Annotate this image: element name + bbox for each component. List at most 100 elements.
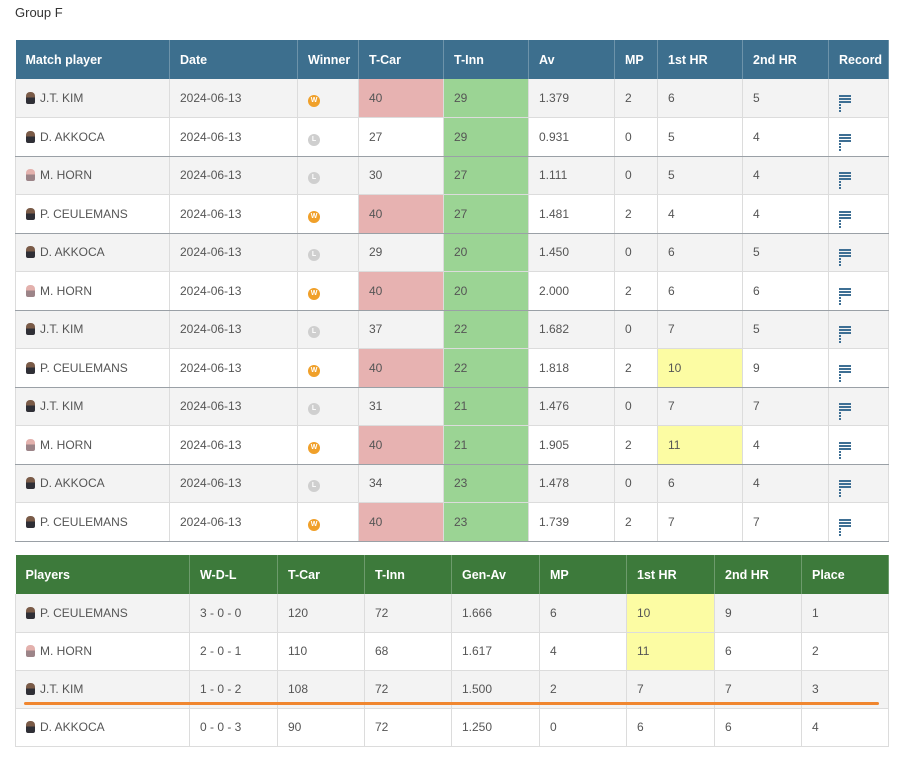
date-cell: 2024-06-13 [169, 425, 298, 465]
player-cell: J.T. KIM [15, 670, 190, 709]
player-name[interactable]: M. HORN [40, 168, 92, 183]
first-hr-cell: 7 [657, 502, 743, 542]
date-cell: 2024-06-13 [169, 348, 298, 388]
player-name[interactable]: J.T. KIM [40, 682, 84, 696]
first-hr-cell: 6 [657, 79, 743, 118]
second-hr-cell: 6 [714, 632, 802, 671]
first-hr-cell: 11 [657, 425, 743, 465]
winner-cell: W [297, 271, 359, 311]
t-car-cell: 120 [277, 594, 365, 633]
wdl-cell: 2 - 0 - 1 [189, 632, 278, 671]
t-inn-cell: 68 [364, 632, 452, 671]
player-cell: P. CEULEMANS [15, 194, 170, 234]
player-name[interactable]: D. AKKOCA [40, 129, 105, 144]
match-row: M. HORN 2024-06-13 L 30 27 1.111 0 5 4 [15, 156, 889, 195]
player-name[interactable]: M. HORN [40, 283, 92, 298]
t-car-cell: 29 [358, 233, 444, 272]
standings-row: P. CEULEMANS 3 - 0 - 0 120 72 1.666 6 10 9 1 [15, 594, 889, 633]
record-cell [828, 348, 889, 388]
average-cell: 1.111 [528, 156, 615, 195]
player-name[interactable]: P. CEULEMANS [40, 514, 128, 529]
record-list-icon[interactable] [839, 287, 851, 297]
match-row: J.T. KIM 2024-06-13 L 31 21 1.476 0 7 7 [15, 387, 889, 426]
player-cell: D. AKKOCA [15, 117, 170, 157]
avatar [26, 207, 35, 220]
match-row: D. AKKOCA 2024-06-13 L 27 29 0.931 0 5 4 [15, 117, 889, 157]
record-list-icon[interactable] [839, 94, 851, 104]
t-inn-cell: 21 [443, 387, 529, 426]
record-cell [828, 425, 889, 465]
t-inn-cell: 23 [443, 502, 529, 542]
t-car-cell: 34 [358, 464, 444, 503]
t-inn-cell: 27 [443, 156, 529, 195]
mp-cell: 0 [614, 233, 658, 272]
average-cell: 1.818 [528, 348, 615, 388]
record-list-icon[interactable] [839, 364, 851, 374]
avatar [26, 477, 35, 490]
match-table: Match player Date Winner T-Car T-Inn Av MP 1st … [15, 40, 889, 542]
player-name[interactable]: M. HORN [40, 437, 92, 452]
winner-badge-icon: W [308, 441, 320, 454]
record-list-icon[interactable] [839, 441, 851, 451]
mp-cell: 6 [539, 594, 627, 633]
header-match-player: Match player [15, 40, 170, 79]
date-cell: 2024-06-13 [169, 310, 298, 349]
player-name[interactable]: P. CEULEMANS [40, 360, 128, 375]
avatar [26, 400, 35, 413]
t-car-cell: 30 [358, 156, 444, 195]
t-inn-cell: 29 [443, 79, 529, 118]
standings-header-w-d-l: W-D-L [189, 555, 278, 594]
standings-header-place: Place [801, 555, 889, 594]
record-list-icon[interactable] [839, 518, 851, 528]
record-list-icon[interactable] [839, 171, 851, 181]
player-name[interactable]: D. AKKOCA [40, 476, 105, 491]
avatar [26, 361, 35, 374]
record-list-icon[interactable] [839, 479, 851, 489]
first-hr-cell: 7 [657, 310, 743, 349]
avatar [26, 645, 35, 657]
record-list-icon[interactable] [839, 248, 851, 258]
player-name[interactable]: P. CEULEMANS [40, 206, 128, 221]
record-list-icon[interactable] [839, 133, 851, 143]
avatar [26, 683, 35, 695]
player-cell: M. HORN [15, 425, 170, 465]
player-name[interactable]: J.T. KIM [40, 91, 84, 105]
player-name[interactable]: D. AKKOCA [40, 245, 105, 260]
match-row: J.T. KIM 2024-06-13 L 37 22 1.682 0 7 5 [15, 310, 889, 349]
mp-cell: 2 [614, 502, 658, 542]
mp-cell: 4 [539, 632, 627, 671]
winner-cell: L [297, 310, 359, 349]
record-list-icon[interactable] [839, 210, 851, 220]
player-cell: M. HORN [15, 271, 170, 311]
average-cell: 0.931 [528, 117, 615, 157]
record-cell [828, 502, 889, 542]
winner-badge-icon: W [308, 518, 320, 531]
player-name[interactable]: J.T. KIM [40, 322, 84, 337]
t-inn-cell: 72 [364, 594, 452, 633]
first-hr-cell: 10 [657, 348, 743, 388]
mp-cell: 0 [614, 387, 658, 426]
record-cell [828, 387, 889, 426]
record-list-icon[interactable] [839, 402, 851, 412]
date-cell: 2024-06-13 [169, 271, 298, 311]
t-inn-cell: 23 [443, 464, 529, 503]
t-inn-cell: 21 [443, 425, 529, 465]
player-name[interactable]: M. HORN [40, 644, 92, 658]
avatar [26, 169, 35, 182]
record-list-icon[interactable] [839, 325, 851, 335]
loser-badge-icon: L [308, 480, 320, 493]
avatar [26, 130, 35, 143]
player-cell: P. CEULEMANS [15, 502, 170, 542]
player-name[interactable]: D. AKKOCA [40, 720, 105, 734]
winner-cell: W [297, 502, 359, 542]
player-name[interactable]: P. CEULEMANS [40, 605, 128, 620]
winner-cell: L [297, 387, 359, 426]
mp-cell: 0 [614, 156, 658, 195]
player-name[interactable]: J.T. KIM [40, 399, 84, 414]
second-hr-cell: 7 [742, 502, 829, 542]
t-car-cell: 40 [358, 425, 444, 465]
winner-badge-icon: W [308, 210, 320, 223]
second-hr-cell: 6 [714, 708, 802, 747]
gen-av-cell: 1.250 [451, 708, 540, 747]
header-winner: Winner [297, 40, 359, 79]
